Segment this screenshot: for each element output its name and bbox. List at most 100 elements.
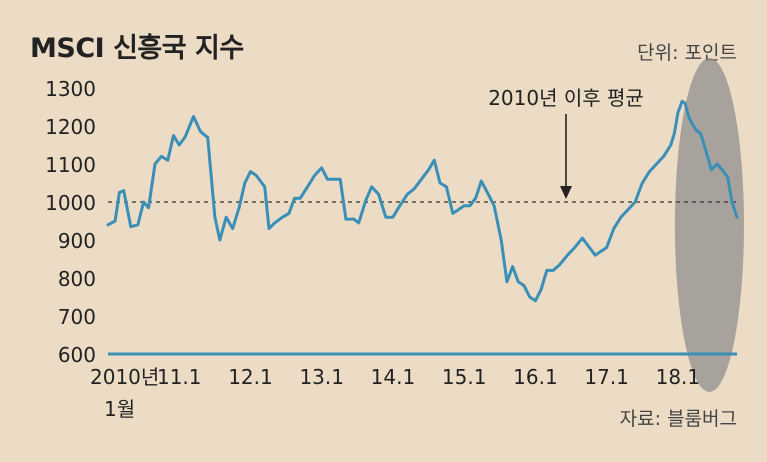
data-point xyxy=(506,281,508,283)
data-point xyxy=(700,132,702,134)
data-point xyxy=(214,216,216,218)
data-point xyxy=(238,207,240,209)
data-point xyxy=(511,265,513,267)
data-point xyxy=(573,246,575,248)
data-point xyxy=(540,288,542,290)
data-point xyxy=(613,227,615,229)
data-point xyxy=(727,176,729,178)
data-point xyxy=(281,216,283,218)
source-note: 자료: 블룸버그 xyxy=(619,408,737,430)
data-point xyxy=(123,189,125,191)
data-point xyxy=(353,218,355,220)
data-point xyxy=(552,269,554,271)
data-point xyxy=(600,250,602,252)
data-point xyxy=(463,205,465,207)
data-point xyxy=(225,216,227,218)
data-point xyxy=(487,193,489,195)
data-point xyxy=(588,246,590,248)
data-point xyxy=(288,212,290,214)
data-point xyxy=(326,178,328,180)
data-point xyxy=(385,216,387,218)
data-point xyxy=(677,112,679,114)
data-point xyxy=(523,284,525,286)
data-point xyxy=(274,222,276,224)
data-point xyxy=(469,205,471,207)
data-point xyxy=(299,197,301,199)
data-point xyxy=(684,102,686,104)
data-point xyxy=(420,178,422,180)
data-point xyxy=(137,224,139,226)
data-point xyxy=(178,144,180,146)
data-point xyxy=(433,159,435,161)
data-point xyxy=(620,216,622,218)
data-point xyxy=(581,237,583,239)
data-point xyxy=(335,178,337,180)
y-tick-label: 1000 xyxy=(45,191,96,215)
x-tick-label: 16.1 xyxy=(513,365,558,389)
data-point xyxy=(321,167,323,169)
data-point xyxy=(118,191,120,193)
x-tick-label: 15.1 xyxy=(442,365,487,389)
data-point xyxy=(167,159,169,161)
data-point xyxy=(688,117,690,119)
data-point xyxy=(406,193,408,195)
data-point xyxy=(358,222,360,224)
data-point xyxy=(365,199,367,201)
data-point xyxy=(392,216,394,218)
chart-title: MSCI 신흥국 지수 xyxy=(30,33,244,64)
data-point xyxy=(457,208,459,210)
x-tick-label: 17.1 xyxy=(584,365,629,389)
data-point xyxy=(264,186,266,188)
data-point xyxy=(605,246,607,248)
data-point xyxy=(130,226,132,228)
data-point xyxy=(339,178,341,180)
y-tick-label: 600 xyxy=(58,343,96,367)
data-point xyxy=(232,227,234,229)
y-tick-label: 900 xyxy=(58,229,96,253)
data-point xyxy=(199,131,201,133)
data-point xyxy=(673,132,675,134)
x-tick-label: 12.1 xyxy=(228,365,273,389)
data-point xyxy=(710,169,712,171)
data-point xyxy=(306,186,308,188)
y-tick-label: 700 xyxy=(58,305,96,329)
x-tick-label: 18.1 xyxy=(656,365,701,389)
average-arrowhead xyxy=(560,186,572,199)
data-point xyxy=(627,208,629,210)
data-point xyxy=(566,254,568,256)
data-point xyxy=(529,296,531,298)
x-tick-label: 2010년 xyxy=(90,365,159,389)
data-point xyxy=(500,239,502,241)
highlight-ellipse xyxy=(674,58,744,392)
data-point xyxy=(534,300,536,302)
data-point xyxy=(662,155,664,157)
y-tick-label: 800 xyxy=(58,267,96,291)
data-point xyxy=(452,212,454,214)
data-point xyxy=(721,169,723,171)
data-point xyxy=(634,201,636,203)
x-axis-ticks: 2010년 1월 11.1 12.1 13.1 14.1 15.1 16.1 17.1 18.1 xyxy=(90,365,700,421)
data-point xyxy=(716,163,718,165)
data-point xyxy=(670,144,672,146)
y-tick-label: 1300 xyxy=(45,77,96,101)
data-point xyxy=(378,193,380,195)
data-point xyxy=(397,207,399,209)
data-point xyxy=(172,134,174,136)
data-point xyxy=(695,129,697,131)
x-tick-label: 11.1 xyxy=(157,365,202,389)
data-point xyxy=(439,182,441,184)
data-point xyxy=(114,220,116,222)
data-point xyxy=(147,207,149,209)
data-point xyxy=(681,100,683,102)
data-point xyxy=(184,136,186,138)
data-point xyxy=(192,115,194,117)
x-tick-sublabel: 1월 xyxy=(104,397,135,421)
data-point xyxy=(249,170,251,172)
data-point xyxy=(154,163,156,165)
data-point xyxy=(207,136,209,138)
y-tick-label: 1100 xyxy=(45,153,96,177)
data-point xyxy=(427,169,429,171)
data-point xyxy=(641,182,643,184)
